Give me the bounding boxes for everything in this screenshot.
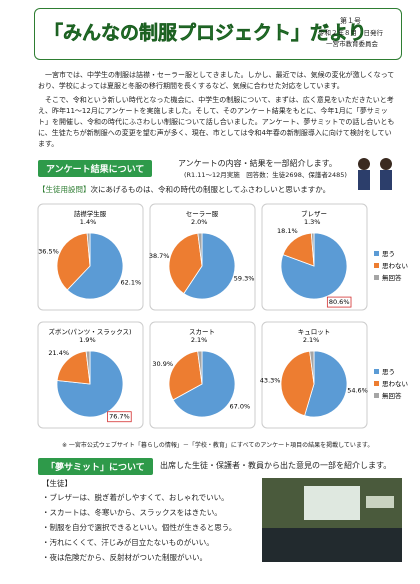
issue: 第１号	[340, 17, 361, 25]
value-label: 18.1%	[277, 227, 298, 235]
pie-slice	[310, 232, 315, 267]
pie-slice	[56, 232, 91, 291]
value-label: 62.1%	[121, 278, 142, 286]
value-label: 36.5%	[38, 247, 59, 255]
value-label: 80.6%	[329, 298, 350, 306]
highlight-box	[107, 411, 132, 423]
footnote: ※ 一宮市公式ウェブサイト「暮らしの情報」－「学校・教育」にすべてのアンケート項…	[62, 442, 374, 449]
opinion: ・夜は危険だから、反射材がついた制服がいい。	[42, 553, 208, 562]
opinion-text: スカートは、冬寒いから、スラックスをはきたい。	[49, 508, 222, 517]
section-heading: アンケート結果について	[38, 160, 153, 177]
photo	[262, 478, 402, 562]
question-tag: 【生徒用設問】	[38, 185, 91, 194]
pie-charts: 詰襟学生服 62.1% 36.5% 1.4% セーラー服 59.3% 38.7% 2.0% ブレ…	[37, 203, 408, 429]
value-label: 67.0%	[230, 402, 251, 410]
note: (R1.11～12月実施 回答数：生徒2698、保護者2485)	[184, 171, 347, 179]
publisher: 一宮市教育委員会	[326, 40, 378, 48]
chart-title: ズボン(パンツ・スラックス)	[48, 327, 131, 336]
legend-swatch	[374, 393, 379, 398]
opinion-text: 汚れにくくて、汗じみが目立たないものがいい。	[49, 538, 214, 547]
opinion: ・汚れにくくて、汗じみが目立たないものがいい。	[42, 538, 214, 547]
value-label: 2.0%	[191, 218, 208, 226]
pie-slice	[280, 350, 315, 417]
legend-swatch	[374, 275, 379, 280]
pie-slice	[172, 350, 236, 418]
opinion-text: 制服を自分で選択できるといい。個性が生きると思う。	[49, 523, 237, 532]
value-label: 30.9%	[152, 360, 173, 368]
pie-slice	[66, 232, 124, 300]
value-label: 21.4%	[48, 349, 69, 357]
opinions: ・ブレザーは、脱ぎ着がしやすくて、おしゃれでいい。 ・スカートは、冬寒いから、スラ…	[42, 490, 262, 565]
chart-title: スカート	[189, 328, 215, 336]
chart-title: キュロット	[298, 328, 331, 336]
opinion: ・スカートは、冬寒いから、スラックスをはきたい。	[42, 508, 222, 517]
pie-slice	[86, 232, 91, 267]
header-box	[34, 8, 402, 60]
section-heading: 「夢サミット」について	[38, 458, 153, 475]
legend-swatch	[374, 263, 379, 268]
legend-label: 無回答	[382, 273, 402, 282]
legend-label: 思う	[382, 250, 395, 258]
pie-slice	[197, 350, 203, 385]
opinion: ・ブレザーは、脱ぎ着がしやすくて、おしゃれでいい。	[42, 493, 229, 502]
chart-title: ブレザー	[301, 209, 327, 218]
legend-label: 思わない	[382, 262, 408, 270]
pie-slice	[168, 350, 203, 401]
opinion: ・制服を自分で選択できるといい。個性が生きると思う。	[42, 523, 237, 532]
value-label: 1.3%	[304, 218, 321, 226]
legend-label: 無回答	[382, 391, 402, 400]
group: 【生徒】	[42, 479, 72, 488]
legend-label: 思わない	[382, 380, 408, 388]
legend-label: 思う	[382, 368, 395, 376]
chart-title: 詰襟学生服	[74, 209, 107, 218]
chart-title: セーラー服	[186, 210, 219, 218]
title: 「みんなの制服プロジェクト」だより	[44, 22, 367, 45]
value-label: 76.7%	[109, 413, 130, 421]
opinion-text: 夜は危険だから、反射材がついた制服がいい。	[49, 553, 208, 562]
value-label: 38.7%	[149, 252, 170, 260]
question-text: 次にあげるものは、令和の時代の制服としてふさわしいと思いますか。	[90, 185, 331, 194]
legend-swatch	[374, 369, 379, 374]
pie-slice	[309, 350, 315, 385]
date: 令和２年８月 日発行	[318, 29, 383, 37]
question: 【生徒用設問】次にあげるものは、令和の時代の制服としてふさわしいと思いますか。	[38, 184, 330, 195]
pie-slice	[197, 232, 203, 267]
value-label: 59.3%	[234, 275, 255, 283]
illustration	[358, 158, 392, 190]
pie-slice	[183, 232, 236, 300]
pie-slice	[85, 350, 91, 385]
paragraph: そこで、令和という新しい時代となった機会に、中学生の制服について、まずは、広く意…	[38, 96, 395, 148]
value-label: 43.3%	[260, 377, 281, 385]
pie-slice	[168, 232, 203, 295]
pie-slice	[56, 350, 91, 385]
lead: アンケートの内容・結果を一部紹介します。	[178, 159, 337, 168]
opinion-text: ブレザーは、脱ぎ着がしやすくて、おしゃれでいい。	[49, 493, 229, 502]
lead: 出席した生徒・保護者・教員から出た意見の一部を紹介します。	[160, 461, 392, 470]
value-label: 54.6%	[347, 386, 368, 394]
value-label: 2.1%	[303, 336, 320, 344]
value-label: 1.9%	[79, 336, 96, 344]
highlight-box	[326, 296, 352, 308]
legend-swatch	[374, 381, 379, 386]
legend-swatch	[374, 251, 379, 256]
value-label: 1.4%	[80, 218, 97, 226]
value-label: 2.1%	[191, 336, 208, 344]
paragraph: 一宮市では、中学生の制服は詰襟・セーラー服としてきました。しかし、最近では、気候…	[38, 71, 395, 90]
pie-slice	[304, 350, 348, 418]
